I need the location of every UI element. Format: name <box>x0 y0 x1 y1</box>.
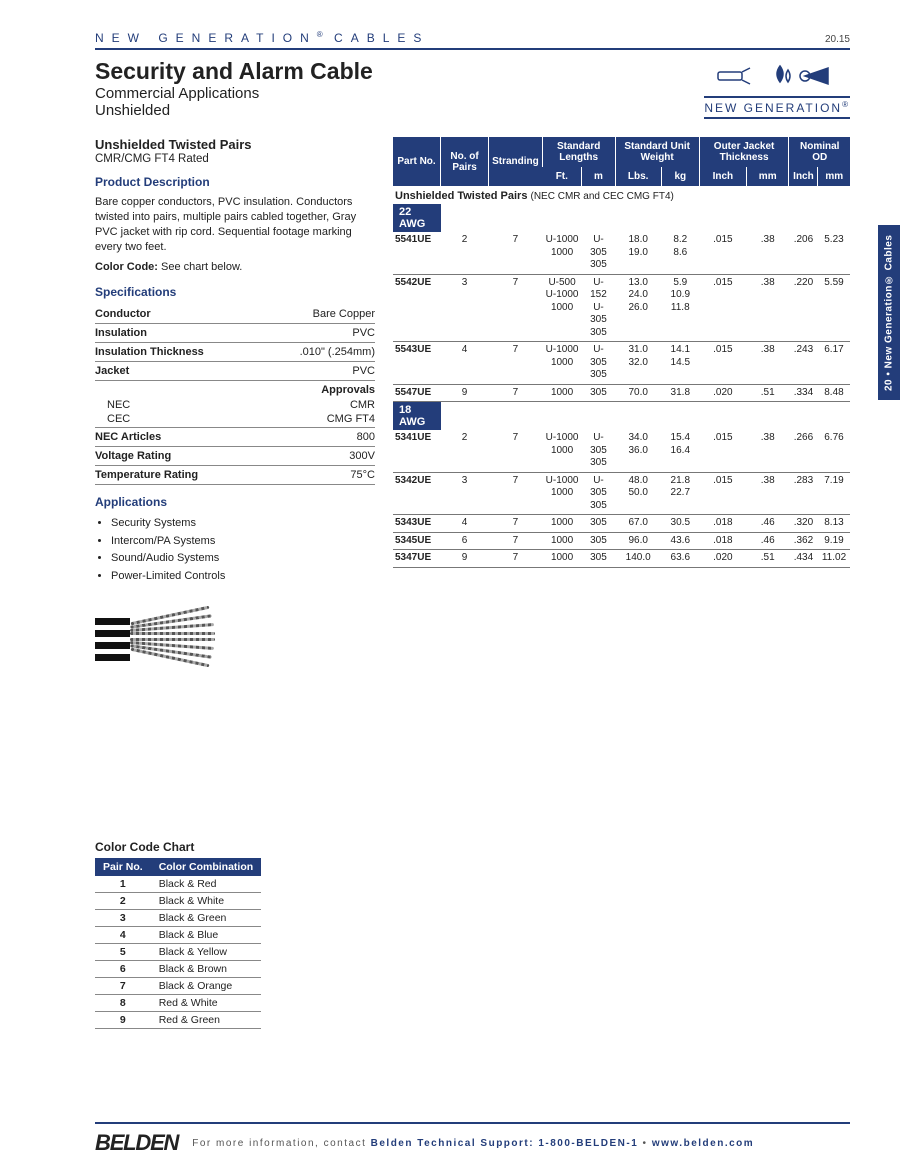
cable-data-row: 5542UE37U-500U-10001000U-152U-30530513.0… <box>393 274 850 342</box>
cable-data-row: 5345UE67100030596.043.6.018.46.3629.19 <box>393 532 850 550</box>
color-row: 8Red & White <box>95 994 261 1011</box>
subtitle-1: Commercial Applications <box>95 85 373 102</box>
color-code-table: Pair No.Color Combination 1Black & Red2B… <box>95 858 261 1029</box>
awg-row: 18 AWG <box>393 402 850 431</box>
color-row: 4Black & Blue <box>95 926 261 943</box>
applications-heading: Applications <box>95 495 375 509</box>
page-footer: BELDEN For more information, contact Bel… <box>95 1122 850 1156</box>
product-description-heading: Product Description <box>95 175 375 189</box>
spec-subrow: CECCMG FT4 <box>95 413 375 428</box>
megaphone-flame-icon <box>704 60 850 94</box>
color-row: 5Black & Yellow <box>95 943 261 960</box>
page-number: 20.15 <box>825 34 850 45</box>
spec-row: JacketPVC <box>95 362 375 381</box>
color-row: 9Red & Green <box>95 1011 261 1028</box>
new-generation-logo: NEW GENERATION® <box>704 60 850 119</box>
title-block: Security and Alarm Cable Commercial Appl… <box>95 58 373 119</box>
side-tab: 20 • New Generation® Cables <box>878 225 900 400</box>
cable-illustration <box>95 600 215 680</box>
cable-data-row: 5547UE97100030570.031.8.020.51.3348.48 <box>393 384 850 402</box>
cable-data-row: 5343UE47100030567.030.5.018.46.3208.13 <box>393 515 850 533</box>
spec-row: Temperature Rating75°C <box>95 466 375 485</box>
spec-row: NEC Articles800 <box>95 428 375 447</box>
spec-row: InsulationPVC <box>95 324 375 343</box>
footer-contact: For more information, contact Belden Tec… <box>192 1138 754 1149</box>
application-item: Sound/Audio Systems <box>111 550 375 568</box>
spec-row: Voltage Rating300V <box>95 447 375 466</box>
product-description-body: Bare copper conductors, PVC insulation. … <box>95 195 375 254</box>
spec-row: Approvals <box>95 381 375 400</box>
section-heading: Unshielded Twisted Pairs <box>95 137 375 152</box>
cable-data-row: 5541UE27U-10001000U-30530518.019.08.28.6… <box>393 232 850 274</box>
brand-line: NEW GENERATION® CABLES <box>95 30 429 45</box>
applications-list: Security SystemsIntercom/PA SystemsSound… <box>95 515 375 585</box>
color-row: 6Black & Brown <box>95 960 261 977</box>
specifications-table: ConductorBare CopperInsulationPVCInsulat… <box>95 305 375 485</box>
belden-logo: BELDEN <box>95 1130 178 1156</box>
awg-row: 22 AWG <box>393 204 850 232</box>
spec-subrow: NECCMR <box>95 399 375 413</box>
spec-row: ConductorBare Copper <box>95 305 375 324</box>
color-row: 3Black & Green <box>95 909 261 926</box>
section-subheading: CMR/CMG FT4 Rated <box>95 153 375 165</box>
color-row: 7Black & Orange <box>95 977 261 994</box>
cable-data-row: 5341UE27U-10001000U-30530534.036.015.416… <box>393 430 850 472</box>
page-title: Security and Alarm Cable <box>95 58 373 85</box>
application-item: Security Systems <box>111 515 375 533</box>
subtitle-2: Unshielded <box>95 102 373 119</box>
cable-data-row: 5347UE971000305140.063.6.020.51.43411.02 <box>393 550 850 568</box>
specifications-heading: Specifications <box>95 285 375 299</box>
color-code-chart-heading: Color Code Chart <box>95 840 375 854</box>
application-item: Power-Limited Controls <box>111 568 375 586</box>
top-rule: NEW GENERATION® CABLES 20.15 <box>95 30 850 50</box>
application-item: Intercom/PA Systems <box>111 533 375 551</box>
color-row: 2Black & White <box>95 892 261 909</box>
cable-data-row: 5543UE47U-10001000U-30530531.032.014.114… <box>393 342 850 385</box>
cable-data-table: Part No. No. of Pairs Stranding Standard… <box>393 137 850 568</box>
color-row: 1Black & Red <box>95 876 261 893</box>
spec-row: Insulation Thickness.010" (.254mm) <box>95 343 375 362</box>
cable-data-row: 5342UE37U-10001000U-30530548.050.021.822… <box>393 472 850 515</box>
cable-group-row: Unshielded Twisted Pairs (NEC CMR and CE… <box>393 186 850 204</box>
color-code-note: Color Code: See chart below. <box>95 260 375 275</box>
